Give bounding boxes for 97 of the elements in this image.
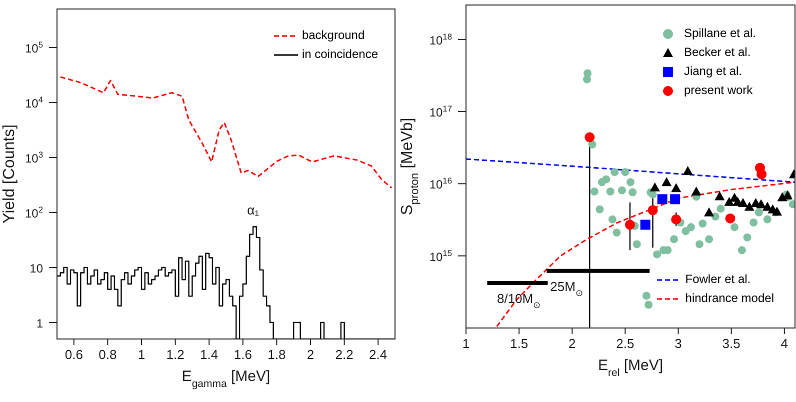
point (642, 292, 650, 300)
x-tick-label: 0.8 (98, 347, 117, 362)
point (584, 132, 595, 142)
x-tick-label: 2.5 (616, 336, 634, 351)
point (671, 183, 682, 192)
point (618, 186, 626, 194)
point (640, 220, 650, 230)
annotation: 8/10M$_{⊙}$ (496, 291, 542, 310)
point (602, 175, 610, 184)
y-tick-label: 10$^{15}$ (429, 248, 452, 264)
point (756, 169, 767, 180)
point (704, 207, 714, 216)
point (596, 205, 604, 214)
point (763, 215, 772, 224)
x-axis-title: E$_{gamma}$ [MeV] (182, 368, 270, 390)
point (695, 240, 704, 248)
point (612, 228, 621, 237)
legend-label: hindrance model (685, 291, 774, 305)
point (653, 250, 662, 258)
point (738, 246, 746, 254)
point (754, 208, 763, 216)
x-tick-label: 1.2 (166, 347, 184, 362)
y-tick-label: 10$^{18}$ (429, 31, 452, 48)
point (716, 204, 725, 213)
x-tick-label: 2 (568, 336, 576, 351)
point (650, 182, 660, 192)
point (750, 218, 758, 226)
point (648, 190, 657, 198)
point (662, 177, 672, 186)
x-tick-label: 4 (780, 336, 788, 351)
point (584, 69, 592, 78)
line-series (60, 76, 392, 189)
point (698, 220, 707, 228)
point (711, 212, 720, 221)
y-tick-label: 10$^{17}$ (429, 104, 452, 120)
x-tick-label: 1 (462, 336, 470, 351)
legend-label: present work (684, 83, 753, 97)
point (686, 223, 695, 232)
legend-label: Jiang et al. (684, 64, 742, 78)
line-series (466, 158, 795, 183)
point (705, 235, 714, 244)
y-axis-title: Yield [Counts] (1, 124, 18, 224)
y-tick-label: 10 (30, 261, 44, 276)
x-tick-label: 2.4 (369, 347, 388, 362)
x-tick-label: 1.6 (234, 347, 252, 362)
x-tick-label: 2.2 (335, 347, 354, 362)
point (738, 198, 748, 208)
x-tick-label: 3 (674, 336, 682, 351)
legend-label: Fowler et al. (685, 272, 751, 286)
point (714, 191, 725, 200)
point (724, 196, 734, 206)
point (744, 202, 754, 211)
point (670, 235, 678, 244)
y-tick-label: 10$^{2}$ (24, 204, 44, 220)
point (671, 214, 682, 224)
point (608, 215, 616, 224)
y-tick-label: 10$^{5}$ (24, 39, 44, 56)
legend-label: Spillane et al. (684, 26, 756, 40)
point (725, 213, 736, 224)
point (682, 227, 690, 236)
point (670, 194, 680, 204)
point (691, 186, 702, 196)
annotation: α₁ (247, 202, 260, 218)
x-tick-label: 2 (306, 347, 314, 362)
point (632, 240, 641, 248)
point (644, 300, 653, 309)
point (682, 166, 693, 176)
x-tick-label: 0.6 (64, 347, 83, 362)
point (743, 233, 752, 242)
point (610, 168, 619, 176)
x-tick-label: 3.5 (722, 336, 740, 351)
point (588, 140, 596, 148)
legend-label: in coincidence (302, 47, 378, 61)
y-tick-label: 10$^{16}$ (429, 176, 452, 192)
point (626, 178, 634, 186)
y-tick-label: 1 (36, 316, 44, 330)
x-tick-label: 1.4 (200, 347, 218, 362)
legend-label: background (302, 28, 365, 42)
legend-label: Becker et al. (684, 45, 751, 59)
point (782, 190, 793, 200)
x-tick-label: 1.8 (268, 347, 286, 362)
point (648, 205, 658, 216)
point (756, 199, 766, 208)
point (624, 220, 635, 230)
point (657, 194, 668, 204)
point (628, 188, 637, 196)
line-series (496, 181, 795, 328)
x-axis-title: E$_{rel}$ [MeV] (598, 357, 664, 379)
point (590, 187, 598, 196)
point (621, 168, 630, 176)
point (606, 187, 614, 196)
y-tick-label: 10$^{3}$ (24, 149, 44, 166)
y-tick-label: 10$^{4}$ (24, 94, 44, 110)
point (730, 223, 739, 232)
x-tick-label: 1.5 (510, 336, 528, 351)
x-tick-label: 1 (138, 347, 146, 362)
annotation: 25M$_{⊙}$ (550, 278, 584, 298)
